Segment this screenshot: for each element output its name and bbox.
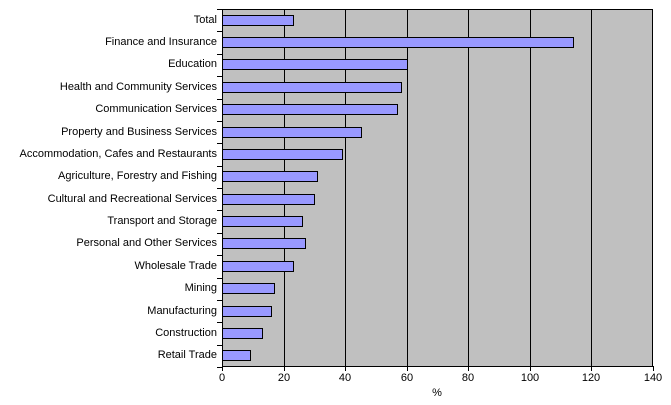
gridline	[284, 10, 285, 366]
y-axis-tick	[217, 210, 222, 211]
x-tick-label: 140	[643, 372, 663, 384]
x-tick-label: 0	[218, 372, 226, 384]
gridline	[530, 10, 531, 366]
bar	[222, 171, 318, 182]
y-axis-tick	[217, 9, 222, 10]
bar	[222, 59, 408, 70]
x-tick-label: 80	[461, 372, 475, 384]
x-axis-tick	[407, 366, 408, 371]
category-label: Communication Services	[95, 103, 217, 115]
y-axis-tick	[217, 99, 222, 100]
x-tick-label: 40	[338, 372, 352, 384]
category-label: Mining	[184, 282, 217, 294]
bar	[222, 238, 306, 249]
gridline	[591, 10, 592, 366]
category-label: Wholesale Trade	[134, 260, 217, 272]
y-axis-tick	[217, 278, 222, 279]
x-axis-tick	[591, 366, 592, 371]
y-axis-tick	[217, 322, 222, 323]
category-label: Health and Community Services	[59, 81, 217, 93]
y-axis-tick	[217, 76, 222, 77]
bar	[222, 283, 275, 294]
bar	[222, 82, 402, 93]
category-label: Agriculture, Forestry and Fishing	[58, 170, 217, 182]
bar	[222, 194, 315, 205]
bar	[222, 104, 398, 115]
bar	[222, 127, 362, 138]
y-axis-tick	[217, 233, 222, 234]
gridline	[345, 10, 346, 366]
category-label: Accommodation, Cafes and Restaurants	[19, 148, 218, 160]
category-label: Manufacturing	[147, 305, 217, 317]
y-axis-tick	[217, 121, 222, 122]
bar	[222, 149, 343, 160]
bar	[222, 15, 294, 26]
category-label: Total	[193, 14, 217, 26]
y-axis-tick	[217, 54, 222, 55]
bar	[222, 216, 303, 227]
category-label: Retail Trade	[157, 349, 217, 361]
x-tick-label: 20	[277, 372, 291, 384]
bar	[222, 350, 251, 361]
x-axis-title: %	[432, 387, 442, 399]
x-axis-tick	[530, 366, 531, 371]
y-axis-tick	[217, 166, 222, 167]
y-axis-tick	[217, 188, 222, 189]
y-axis-tick	[217, 255, 222, 256]
category-label: Property and Business Services	[61, 126, 217, 138]
x-axis-tick	[653, 366, 654, 371]
y-axis-tick	[217, 300, 222, 301]
x-axis-tick	[222, 366, 223, 371]
category-label: Construction	[155, 327, 217, 339]
x-axis-tick	[284, 366, 285, 371]
y-axis-tick	[217, 367, 222, 368]
bar	[222, 306, 272, 317]
x-tick-label: 100	[520, 372, 540, 384]
category-label: Education	[168, 58, 217, 70]
category-label: Finance and Insurance	[105, 36, 217, 48]
gridline	[407, 10, 408, 366]
bar	[222, 37, 574, 48]
x-tick-label: 60	[400, 372, 414, 384]
x-tick-label: 120	[581, 372, 601, 384]
bar	[222, 328, 263, 339]
y-axis-tick	[217, 31, 222, 32]
x-axis-tick	[468, 366, 469, 371]
category-label: Transport and Storage	[107, 215, 217, 227]
category-label: Cultural and Recreational Services	[47, 193, 217, 205]
x-axis-tick	[345, 366, 346, 371]
bar	[222, 261, 294, 272]
y-axis-tick	[217, 143, 222, 144]
category-label: Personal and Other Services	[76, 237, 217, 249]
y-axis-tick	[217, 345, 222, 346]
gridline	[468, 10, 469, 366]
